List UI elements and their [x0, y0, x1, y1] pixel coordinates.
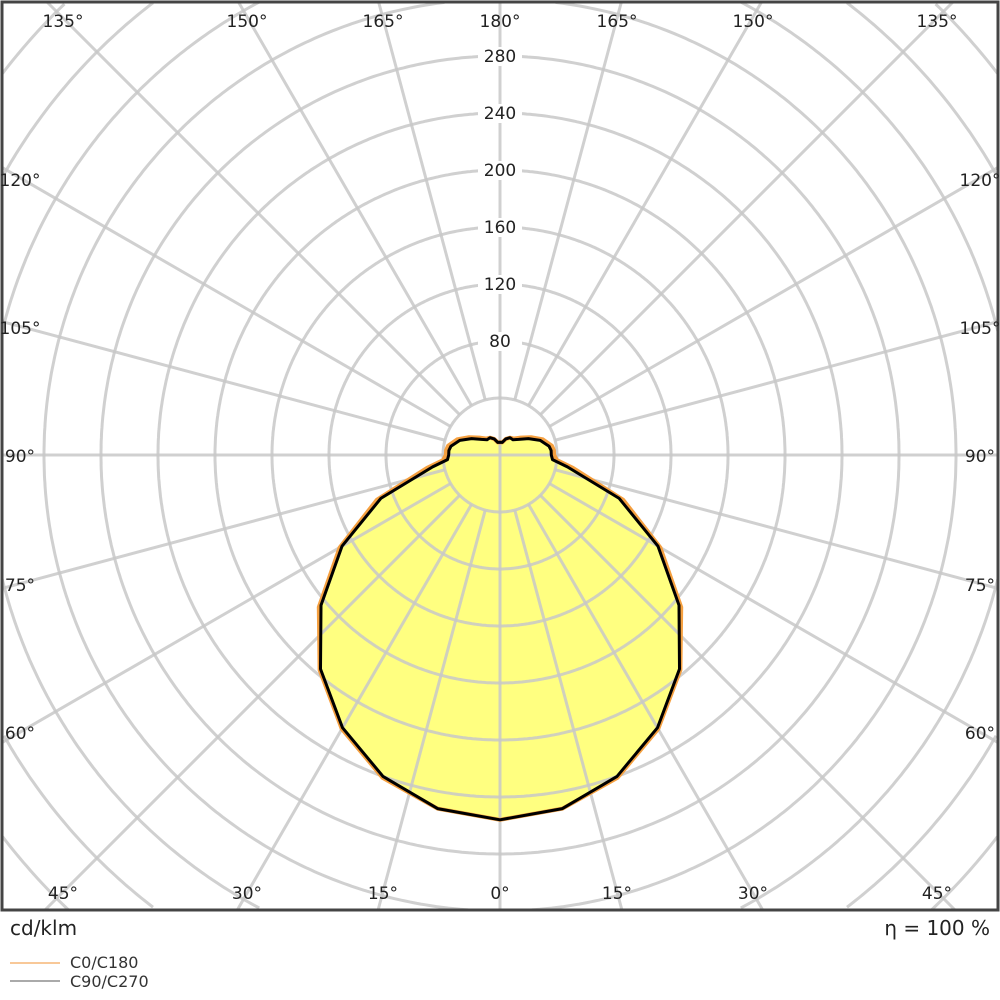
grid-spoke-60	[548, 482, 999, 744]
legend-label-c90: C90/C270	[70, 972, 149, 991]
radial-label-bg-120	[478, 275, 522, 294]
angle-label-top-1: 150°	[227, 12, 268, 32]
radial-label-bg-240	[478, 104, 522, 123]
grid-ring-440	[1, 2, 999, 911]
grid-spoke-285	[1, 468, 446, 590]
grid-spoke-30	[527, 503, 764, 911]
angle-label-top-4: 165°	[597, 12, 638, 32]
curve-c90-c270	[319, 436, 681, 822]
grid-spoke-240	[1, 166, 452, 428]
grid-spoke-150	[527, 1, 763, 407]
angle-label-left-1: 105°	[0, 319, 40, 339]
radial-label-bg-160	[478, 218, 522, 237]
radial-label-120: 120	[484, 275, 516, 295]
angle-label-right-2: 90°	[965, 447, 995, 467]
grid-spoke-135	[539, 0, 955, 416]
grid-spoke-105	[554, 320, 999, 442]
angle-label-bottom-0: 45°	[48, 884, 78, 904]
grid-spoke-120	[548, 166, 999, 428]
grid-spoke-75	[554, 468, 999, 590]
radial-label-bg-280	[478, 47, 522, 66]
grid-spoke-165	[513, 1, 623, 401]
radial-label-160: 160	[484, 218, 516, 238]
angle-label-bottom-1: 30°	[232, 884, 262, 904]
radial-label-280: 280	[484, 47, 516, 67]
grid-spoke-330	[236, 503, 473, 911]
angle-label-bottom-6: 45°	[922, 884, 952, 904]
radial-label-bg-80	[478, 332, 522, 351]
angle-label-top-2: 165°	[363, 12, 404, 32]
grid-spoke-300	[1, 482, 452, 744]
angle-label-top-5: 150°	[733, 12, 774, 32]
legend-swatch-c90	[10, 980, 60, 982]
grid-spoke-315	[43, 494, 461, 912]
radial-label-80: 80	[489, 332, 511, 352]
grid-spoke-210	[237, 1, 473, 407]
radial-label-200: 200	[484, 161, 516, 181]
angle-label-top-6: 135°	[917, 12, 958, 32]
angle-label-right-0: 120°	[960, 171, 1000, 191]
angle-label-top-3: 180°	[480, 12, 521, 32]
angle-label-right-3: 75°	[965, 576, 995, 596]
grid-ring-400	[2, 1, 998, 909]
angle-label-bottom-2: 15°	[368, 884, 398, 904]
unit-label: cd/klm	[10, 916, 78, 940]
grid-ring-320	[42, 0, 958, 912]
legend-swatch-c0	[10, 962, 60, 964]
grid-ring-360	[0, 0, 1000, 910]
grid-spoke-225	[45, 0, 461, 416]
grid-spoke-15	[513, 509, 624, 911]
efficiency-label: η = 100 %	[884, 916, 990, 940]
angle-label-bottom-4: 15°	[602, 884, 632, 904]
plot-area	[0, 0, 1000, 912]
angle-label-left-3: 75°	[5, 576, 35, 596]
plot-frame	[0, 0, 1000, 912]
radial-label-240: 240	[484, 104, 516, 124]
angle-label-left-0: 120°	[0, 171, 40, 191]
angle-label-top-0: 135°	[43, 12, 84, 32]
angle-label-bottom-5: 30°	[738, 884, 768, 904]
grid-spoke-45	[539, 494, 957, 912]
grid-spoke-195	[377, 1, 487, 401]
radial-label-bg-200	[478, 161, 522, 180]
angle-label-left-2: 90°	[5, 447, 35, 467]
grid-spoke-255	[1, 320, 446, 442]
angle-label-left-4: 60°	[5, 724, 35, 744]
angle-label-right-4: 60°	[965, 724, 995, 744]
angle-label-bottom-3: 0°	[490, 884, 509, 904]
grid-spoke-345	[376, 509, 487, 911]
legend-label-c0: C0/C180	[70, 953, 139, 972]
angle-label-right-1: 105°	[960, 319, 1000, 339]
